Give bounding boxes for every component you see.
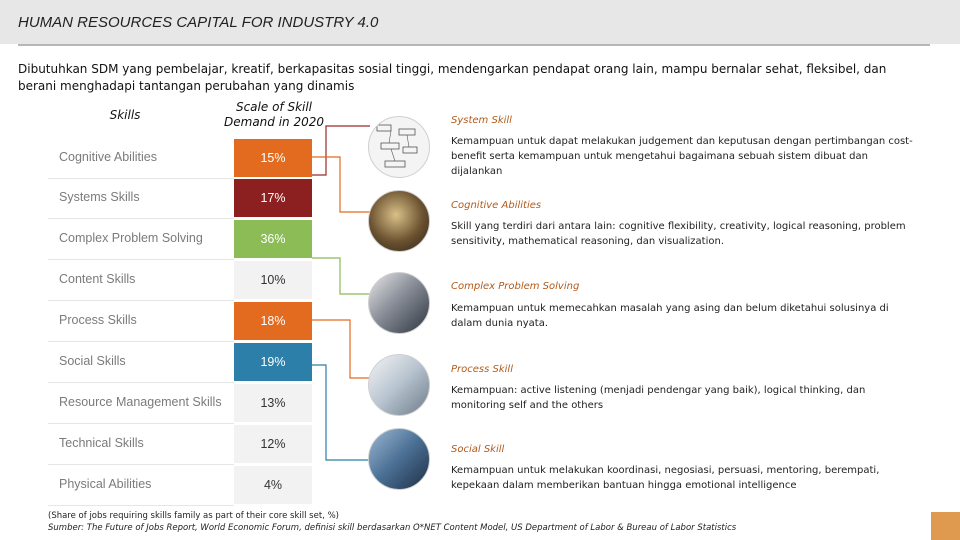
process-skill-text: Kemampuan: active listening (menjadi pen… — [451, 385, 866, 411]
cognitive-abilities-text: Skill yang terdiri dari antara lain: cog… — [451, 221, 906, 247]
row-divider — [48, 218, 234, 219]
skill-value-cell: 13% — [234, 384, 312, 422]
skill-value-cell: 4% — [234, 466, 312, 504]
skill-label: Process Skills — [59, 313, 137, 327]
row-divider — [48, 300, 234, 301]
skill-label: Complex Problem Solving — [59, 231, 203, 245]
connector-process — [312, 319, 370, 379]
diagram-icon — [376, 124, 418, 168]
skill-value-cell: 19% — [234, 343, 312, 381]
scale-column-header: Scale of Skill Demand in 2020 — [224, 100, 324, 129]
connector-system — [312, 125, 370, 176]
row-divider — [48, 423, 234, 424]
meeting-presentation-photo — [368, 354, 430, 416]
row-divider — [48, 178, 234, 179]
thinking-person-photo — [368, 190, 430, 252]
row-divider — [48, 341, 234, 342]
header-divider — [18, 44, 930, 46]
skill-value-cell: 17% — [234, 179, 312, 217]
skill-label: Content Skills — [59, 272, 136, 286]
skill-label: Systems Skills — [59, 190, 140, 204]
cognitive-abilities-title: Cognitive Abilities — [451, 200, 542, 211]
system-skill-title: System Skill — [451, 115, 512, 126]
row-divider — [48, 464, 234, 465]
group-people-photo — [368, 428, 430, 490]
business-team-photo — [368, 272, 430, 334]
connector-social — [312, 364, 370, 461]
connector-cognitive — [312, 156, 370, 213]
skill-label: Cognitive Abilities — [59, 150, 157, 164]
system-diagram-photo — [368, 116, 430, 178]
row-divider — [48, 382, 234, 383]
skill-value-cell: 10% — [234, 261, 312, 299]
skill-value-cell: 15% — [234, 139, 312, 177]
corner-accent — [931, 512, 960, 540]
footnote-share: (Share of jobs requiring skills family a… — [48, 511, 339, 521]
footnote-source: Sumber: The Future of Jobs Report, World… — [48, 523, 737, 533]
complex-problem-solving-text: Kemampuan untuk memecahkan masalah yang … — [451, 303, 889, 329]
header-bar: HUMAN RESOURCES CAPITAL FOR INDUSTRY 4.0 — [0, 0, 960, 44]
skill-value-cell: 36% — [234, 220, 312, 258]
skill-label: Resource Management Skills — [59, 395, 222, 409]
skill-label: Social Skills — [59, 354, 126, 368]
system-skill-text: Kemampuan untuk dapat melakukan judgemen… — [451, 136, 913, 177]
complex-problem-solving-title: Complex Problem Solving — [451, 281, 580, 292]
social-skill-title: Social Skill — [451, 444, 505, 455]
intro-text: Dibutuhkan SDM yang pembelajar, kreatif,… — [18, 62, 887, 93]
skill-value-cell: 12% — [234, 425, 312, 463]
page-title: HUMAN RESOURCES CAPITAL FOR INDUSTRY 4.0 — [18, 14, 379, 31]
process-skill-title: Process Skill — [451, 364, 513, 375]
skill-label: Technical Skills — [59, 436, 144, 450]
skills-column-header: Skills — [109, 108, 141, 122]
social-skill-text: Kemampuan untuk melakukan koordinasi, ne… — [451, 465, 880, 491]
connector-complex — [312, 257, 370, 295]
row-divider — [48, 259, 234, 260]
skill-label: Physical Abilities — [59, 477, 152, 491]
skill-value-cell: 18% — [234, 302, 312, 340]
row-divider — [48, 505, 234, 506]
